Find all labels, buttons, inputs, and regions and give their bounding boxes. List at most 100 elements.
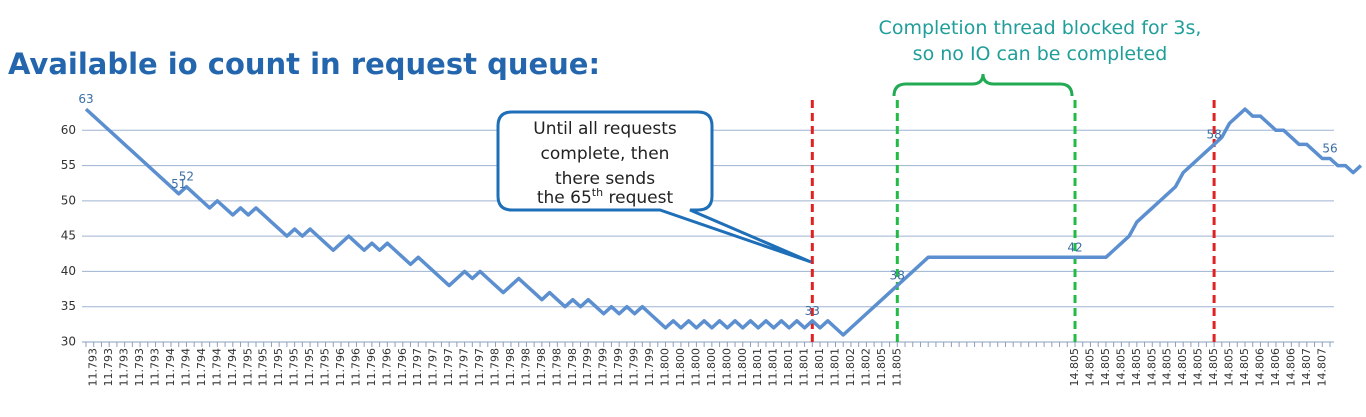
x-tick-label: 14.805 — [1238, 348, 1251, 387]
x-tick-label: 11.798 — [489, 348, 502, 387]
x-tick-label: 14.806 — [1269, 348, 1282, 387]
x-tick-label: 14.805 — [1176, 348, 1189, 387]
x-tick-label: 11.796 — [334, 348, 347, 387]
x-tick-label: 11.796 — [380, 348, 393, 387]
x-tick-label: 11.805 — [890, 348, 903, 387]
x-tick-label: 11.798 — [535, 348, 548, 387]
callout-superscript: th — [592, 186, 603, 199]
x-tick-label: 11.795 — [257, 348, 270, 387]
x-tick-label: 11.794 — [164, 348, 177, 387]
x-tick-label: 11.799 — [628, 348, 641, 387]
data-label: 33 — [805, 304, 820, 318]
data-label: 56 — [1322, 142, 1337, 156]
x-tick-label: 11.798 — [550, 348, 563, 387]
x-tick-label: 11.800 — [705, 348, 718, 387]
x-tick-label: 14.806 — [1253, 348, 1266, 387]
x-tick-label: 14.805 — [1099, 348, 1112, 387]
x-tick-label: 14.805 — [1192, 348, 1205, 387]
annotation: so no IO can be completed — [913, 43, 1168, 65]
x-tick-label: 11.801 — [782, 348, 795, 387]
y-tick-label: 60 — [61, 123, 76, 137]
x-tick-label: 11.799 — [643, 348, 656, 387]
x-tick-label: 11.801 — [828, 348, 841, 387]
x-tick-label: 11.801 — [798, 348, 811, 387]
x-tick-label: 11.797 — [458, 348, 471, 387]
data-label: 42 — [1067, 240, 1082, 254]
x-tick-label: 14.805 — [1068, 348, 1081, 387]
x-tick-label: 11.800 — [674, 348, 687, 387]
chart-title: Available io count in request queue: — [8, 47, 600, 81]
x-tick-label: 11.798 — [504, 348, 517, 387]
callout: Until all requests complete, then there … — [496, 110, 812, 264]
x-tick-label: 11.793 — [118, 348, 131, 387]
x-tick-label: 14.807 — [1300, 348, 1313, 387]
y-tick-label: 50 — [61, 193, 76, 207]
y-tick-label: 30 — [61, 335, 76, 349]
callout-text: there sends — [555, 169, 655, 189]
x-tick-label: 11.795 — [272, 348, 285, 387]
x-tick-label: 14.805 — [1161, 348, 1174, 387]
callout-box — [496, 110, 812, 264]
y-tick-label: 40 — [61, 264, 76, 278]
x-tick-label: 11.793 — [102, 348, 115, 387]
callout-text: request — [603, 188, 673, 208]
x-tick-label: 11.793 — [87, 348, 100, 387]
data-line — [84, 107, 1363, 337]
y-tick-label: 45 — [61, 229, 76, 243]
callout-text: the 65th request — [537, 186, 674, 208]
callout-text: Until all requests — [533, 119, 677, 139]
x-tick-label: 11.796 — [396, 348, 409, 387]
brace — [892, 73, 1074, 97]
x-tick-label: 11.798 — [566, 348, 579, 387]
data-label: 58 — [1206, 127, 1221, 141]
x-tick-label: 14.806 — [1284, 348, 1297, 387]
x-tick-label: 11.801 — [813, 348, 826, 387]
x-tick-label: 14.805 — [1145, 348, 1158, 387]
data-label: 38 — [890, 269, 905, 283]
x-tick-label: 11.795 — [319, 348, 332, 387]
x-tick-label: 14.805 — [1114, 348, 1127, 387]
x-tick-label: 11.794 — [179, 348, 192, 387]
x-tick-label: 11.801 — [767, 348, 780, 387]
x-tick-label: 11.797 — [427, 348, 440, 387]
y-tick-label: 55 — [61, 158, 76, 172]
x-tick-label: 11.802 — [844, 348, 857, 387]
x-tick-label: 11.797 — [442, 348, 455, 387]
x-tick-label: 11.800 — [736, 348, 749, 387]
x-tick-label: 14.805 — [1130, 348, 1143, 387]
y-tick-label: 35 — [61, 299, 76, 313]
x-tick-label: 11.796 — [349, 348, 362, 387]
x-tick-label: 11.795 — [303, 348, 316, 387]
x-tick-label: 11.801 — [751, 348, 764, 387]
annotation: Completion thread blocked for 3s, — [879, 17, 1202, 39]
x-tick-label: 14.805 — [1083, 348, 1096, 387]
data-label: 51 — [171, 177, 186, 191]
x-tick-label: 11.800 — [720, 348, 733, 387]
x-tick-label: 11.798 — [519, 348, 532, 387]
x-tick-label: 11.794 — [195, 348, 208, 387]
x-tick-label: 11.799 — [581, 348, 594, 387]
x-tick-label: 11.795 — [241, 348, 254, 387]
x-tick-label: 11.799 — [612, 348, 625, 387]
x-tick-label: 11.793 — [149, 348, 162, 387]
x-tick-label: 14.805 — [1207, 348, 1220, 387]
x-tick-label: 11.796 — [365, 348, 378, 387]
x-tick-label: 11.802 — [859, 348, 872, 387]
x-tick-label: 11.800 — [689, 348, 702, 387]
data-label: 63 — [78, 92, 93, 106]
x-tick-label: 11.794 — [226, 348, 239, 387]
callout-text: complete, then — [541, 144, 670, 164]
x-tick-label: 11.805 — [875, 348, 888, 387]
x-tick-label: 11.793 — [133, 348, 146, 387]
x-tick-label: 11.797 — [473, 348, 486, 387]
x-tick-label: 11.795 — [288, 348, 301, 387]
callout-text: the 65 — [537, 188, 592, 208]
x-tick-label: 11.800 — [659, 348, 672, 387]
x-tick-label: 11.799 — [597, 348, 610, 387]
x-tick-label: 11.797 — [411, 348, 424, 387]
data-label: 52 — [179, 170, 194, 184]
x-tick-label: 11.794 — [210, 348, 223, 387]
x-tick-label: 14.805 — [1223, 348, 1236, 387]
x-tick-label: 14.807 — [1315, 348, 1328, 387]
